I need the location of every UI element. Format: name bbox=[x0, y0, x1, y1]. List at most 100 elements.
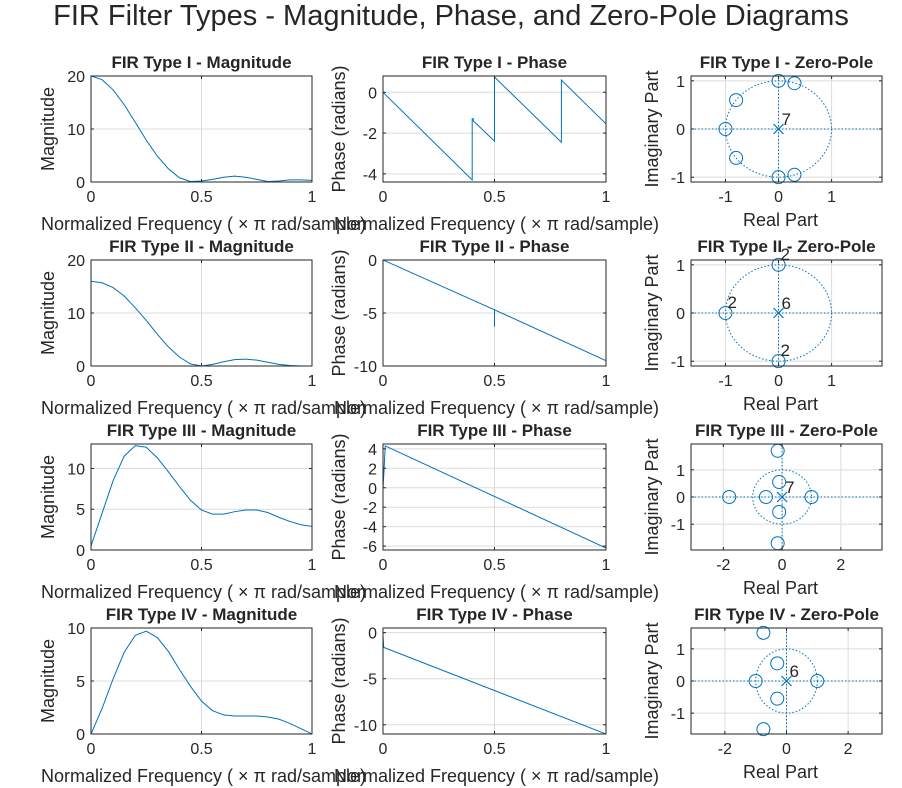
x-axis-label: Real Part bbox=[743, 210, 818, 230]
y-tick-label: 20 bbox=[67, 253, 85, 270]
x-tick-label: 0 bbox=[379, 741, 388, 758]
pole-multiplicity-label: 6 bbox=[782, 294, 791, 313]
y-tick-label: 0 bbox=[676, 122, 685, 139]
y-tick-label: 0 bbox=[676, 490, 685, 507]
y-axis-label: Phase (radians) bbox=[329, 249, 349, 376]
zero-marker bbox=[718, 306, 733, 320]
subplot-2-2: 0 0.5 1 0 -5 -10 FIR Type II - Phase Normalized… bbox=[329, 237, 659, 418]
subplot-title: FIR Type III - Zero-Pole bbox=[695, 421, 878, 440]
x-tick-label: 0 bbox=[87, 557, 96, 574]
subplot-2-3: 6 2 2 2 -1 0 1 1 0 -1 FIR Type II - Zero-Pole Real … bbox=[642, 237, 883, 414]
y-tick-label: 10 bbox=[67, 122, 85, 139]
zero-marker bbox=[758, 490, 773, 504]
x-tick-label: 0 bbox=[774, 189, 783, 206]
y-tick-label: -4 bbox=[363, 167, 377, 184]
x-tick-label: 1 bbox=[827, 373, 836, 390]
subplot-title: FIR Type III - Magnitude bbox=[107, 421, 297, 440]
y-tick-label: 1 bbox=[676, 642, 685, 659]
series-line-0 bbox=[91, 280, 312, 366]
figure-title: FIR Filter Types - Magnitude, Phase, and… bbox=[53, 0, 849, 32]
x-axis-label: Normalized Frequency ( × π rad/sample) bbox=[41, 214, 366, 234]
x-tick-label: 1 bbox=[602, 189, 611, 206]
series-line-0 bbox=[91, 630, 312, 734]
x-tick-label: 0.5 bbox=[483, 741, 505, 758]
y-tick-label: 0 bbox=[368, 253, 377, 270]
y-tick-label: -10 bbox=[354, 718, 377, 735]
y-axis-label: Magnitude bbox=[38, 87, 58, 171]
zero-multiplicity-label: 2 bbox=[727, 293, 736, 312]
zero-marker bbox=[729, 150, 744, 165]
x-axis-label: Normalized Frequency ( × π rad/sample) bbox=[41, 582, 366, 602]
subplot-title: FIR Type I - Phase bbox=[422, 53, 567, 72]
y-axis-label: Phase (radians) bbox=[329, 433, 349, 560]
y-axis-label: Imaginary Part bbox=[642, 70, 662, 187]
subplot-title: FIR Type II - Zero-Pole bbox=[697, 237, 875, 256]
x-tick-label: 0 bbox=[379, 557, 388, 574]
y-tick-label: 20 bbox=[67, 69, 85, 86]
y-tick-label: 5 bbox=[76, 674, 85, 691]
x-tick-label: 0.5 bbox=[190, 373, 212, 390]
x-tick-label: 0 bbox=[782, 741, 791, 758]
x-tick-label: 0 bbox=[87, 189, 96, 206]
y-tick-label: -5 bbox=[363, 672, 377, 689]
x-tick-label: -2 bbox=[718, 741, 732, 758]
zero-marker bbox=[787, 76, 802, 91]
y-tick-label: 10 bbox=[67, 621, 85, 638]
zero-marker bbox=[771, 170, 786, 185]
zero-marker bbox=[722, 490, 737, 504]
zero-marker bbox=[770, 691, 785, 706]
y-tick-label: 0 bbox=[676, 306, 685, 323]
pole-multiplicity-label: 7 bbox=[782, 110, 791, 129]
x-axis-label: Real Part bbox=[743, 578, 818, 598]
y-tick-label: 0 bbox=[676, 674, 685, 691]
y-tick-label: 10 bbox=[67, 306, 85, 323]
y-tick-label: -1 bbox=[671, 706, 685, 723]
y-tick-label: -2 bbox=[363, 500, 377, 517]
y-axis-label: Imaginary Part bbox=[642, 438, 662, 555]
x-tick-label: 0.5 bbox=[190, 557, 212, 574]
x-axis-label: Normalized Frequency ( × π rad/sample) bbox=[334, 398, 659, 418]
x-tick-label: 1 bbox=[308, 741, 317, 758]
x-axis-label: Normalized Frequency ( × π rad/sample) bbox=[41, 398, 366, 418]
x-tick-label: -1 bbox=[718, 373, 732, 390]
y-tick-label: 4 bbox=[368, 442, 377, 459]
y-tick-label: 0 bbox=[76, 175, 85, 192]
y-tick-label: 10 bbox=[67, 461, 85, 478]
x-tick-label: -2 bbox=[716, 557, 730, 574]
y-tick-label: 1 bbox=[676, 258, 685, 275]
zero-marker bbox=[810, 674, 825, 688]
x-tick-label: 1 bbox=[308, 557, 317, 574]
zero-marker bbox=[748, 674, 763, 688]
zero-marker bbox=[772, 475, 787, 490]
pole-marker bbox=[776, 491, 788, 503]
y-axis-label: Phase (radians) bbox=[329, 65, 349, 192]
x-tick-label: 0 bbox=[87, 373, 96, 390]
zero-marker bbox=[756, 722, 771, 737]
y-tick-label: 0 bbox=[76, 727, 85, 744]
x-tick-label: 1 bbox=[827, 189, 836, 206]
x-tick-label: 0.5 bbox=[483, 373, 505, 390]
x-tick-label: -1 bbox=[718, 189, 732, 206]
zero-marker bbox=[772, 504, 787, 519]
x-tick-label: 0 bbox=[379, 189, 388, 206]
x-tick-label: 1 bbox=[308, 373, 317, 390]
subplot-title: FIR Type IV - Phase bbox=[416, 605, 573, 624]
zero-multiplicity-label: 2 bbox=[781, 341, 790, 360]
series-line-0 bbox=[383, 76, 606, 182]
zero-marker bbox=[771, 73, 786, 88]
y-tick-label: 0 bbox=[368, 85, 377, 102]
subplot-title: FIR Type IV - Magnitude bbox=[106, 605, 297, 624]
x-tick-label: 0.5 bbox=[190, 741, 212, 758]
series-line-0 bbox=[383, 445, 606, 549]
y-tick-label: 0 bbox=[368, 481, 377, 498]
y-axis-label: Phase (radians) bbox=[329, 617, 349, 744]
x-tick-label: 0.5 bbox=[483, 557, 505, 574]
y-axis-label: Imaginary Part bbox=[642, 254, 662, 371]
y-axis-label: Magnitude bbox=[38, 639, 58, 723]
subplot-1-2: 0 0.5 1 0 -2 -4 FIR Type I - Phase Normalized F… bbox=[329, 53, 659, 234]
y-tick-label: 5 bbox=[76, 502, 85, 519]
x-tick-label: 2 bbox=[844, 741, 853, 758]
pole-marker bbox=[781, 675, 792, 687]
